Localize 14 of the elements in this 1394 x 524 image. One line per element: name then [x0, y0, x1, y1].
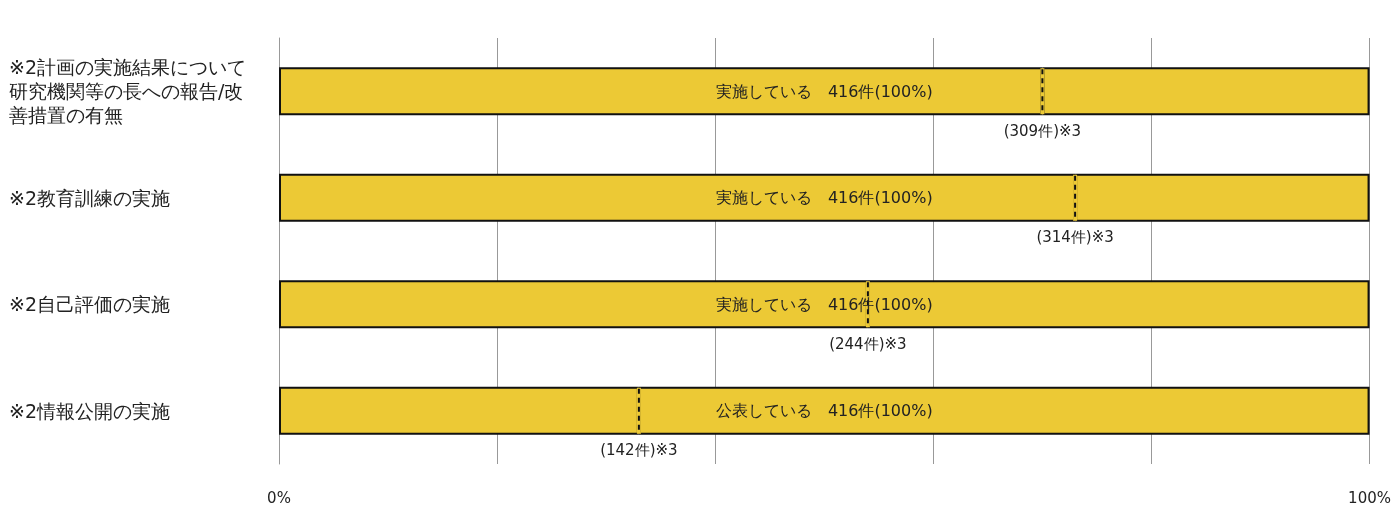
- annotation: (314件)※3: [1036, 228, 1114, 247]
- y-tick-label: ※2情報公開の実施: [9, 399, 171, 422]
- total-label: 実施している 416件(100%): [715, 188, 933, 208]
- total-label: 公表している 416件(100%): [715, 401, 933, 421]
- y-tick-label: ※2計画の実施結果について研究機関等の長への報告/改善措置の有無: [9, 56, 247, 127]
- total-label: 実施している 416件(100%): [715, 81, 933, 101]
- x-tick-label: 0%: [267, 488, 291, 507]
- annotation: (244件)※3: [829, 334, 907, 353]
- y-tick-label: ※2教育訓練の実施: [9, 186, 171, 209]
- total-label: 実施している 416件(100%): [715, 294, 933, 314]
- x-tick-label: 100%: [1348, 488, 1391, 507]
- annotation: (142件)※3: [600, 441, 678, 460]
- y-tick-label: ※2自己評価の実施: [9, 293, 171, 316]
- annotation: (309件)※3: [1003, 121, 1082, 140]
